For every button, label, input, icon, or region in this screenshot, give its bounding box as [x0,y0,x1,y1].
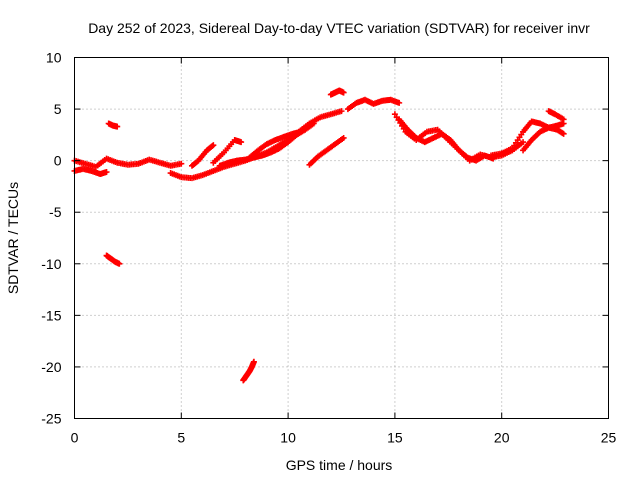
x-tick-label: 25 [601,430,617,446]
x-tick-label: 10 [280,430,296,446]
x-tick-label: 20 [494,430,510,446]
y-tick-label: 5 [54,101,62,117]
x-tick-label: 0 [71,430,79,446]
data-arc [167,108,345,182]
data-point [238,139,245,146]
data-arc [71,165,110,178]
data-arc [210,137,245,166]
y-tick-label: -10 [41,256,61,272]
y-axis-label: SDTVAR / TECUs [5,182,21,294]
y-tick-labels: -25 -20 -15 -10 -5 0 5 10 [41,50,61,427]
y-tick-label: -5 [49,204,62,220]
data-arc [306,134,347,168]
data-arc [105,120,121,130]
data-point [209,143,216,150]
data-arc [391,111,527,164]
data-point [210,142,217,149]
data-point [250,358,257,365]
data-arc [520,120,567,154]
data-series [71,87,567,384]
data-arc [103,252,123,267]
chart-title: Day 252 of 2023, Sidereal Day-to-day VTE… [88,20,590,36]
x-tick-label: 5 [177,430,185,446]
data-point [310,120,317,127]
data-arc [327,87,347,98]
y-tick-label: 0 [54,153,62,169]
y-tick-label: 10 [46,50,62,66]
y-tick-label: -15 [41,307,61,323]
x-axis-label: GPS time / hours [286,457,393,473]
data-point [114,123,121,130]
y-tick-label: -20 [41,359,61,375]
data-point [103,168,110,175]
plot-frame [74,57,609,419]
data-point [338,108,345,115]
data-point [560,116,567,123]
data-point [520,139,527,146]
data-point [116,260,123,267]
data-arc [71,155,185,170]
x-tick-labels: 0 5 10 15 20 25 [71,430,617,446]
data-arc [188,142,217,169]
data-point [340,89,347,96]
data-arc [344,96,403,113]
data-point [340,134,347,141]
data-point [178,160,185,167]
data-arc [545,108,567,123]
tick-marks [74,57,609,419]
x-tick-label: 15 [387,430,403,446]
data-point [396,99,403,106]
data-point [560,130,567,137]
data-arc [246,128,304,161]
y-tick-label: -25 [41,411,61,427]
data-arc [216,120,317,169]
data-point [297,128,304,135]
data-arc [240,358,257,384]
